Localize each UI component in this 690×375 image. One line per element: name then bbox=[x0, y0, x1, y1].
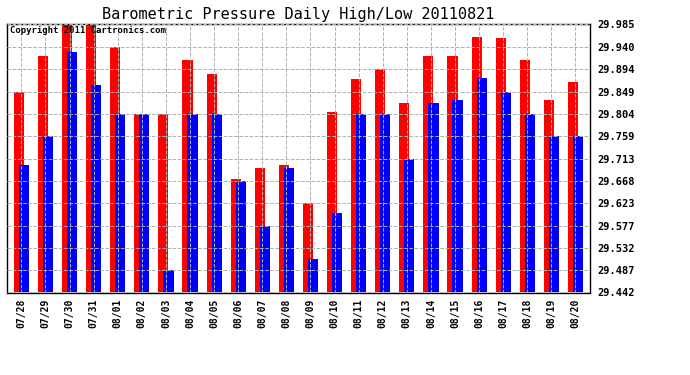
Bar bbox=[188, 114, 197, 292]
Bar bbox=[19, 165, 29, 292]
Bar bbox=[549, 136, 559, 292]
Bar bbox=[356, 114, 366, 292]
Bar bbox=[135, 114, 144, 292]
Bar bbox=[380, 114, 391, 292]
Bar bbox=[568, 82, 578, 292]
Bar bbox=[327, 112, 337, 292]
Bar bbox=[471, 37, 482, 292]
Bar bbox=[182, 60, 193, 292]
Title: Barometric Pressure Daily High/Low 20110821: Barometric Pressure Daily High/Low 20110… bbox=[102, 7, 495, 22]
Bar bbox=[284, 168, 294, 292]
Bar bbox=[501, 92, 511, 292]
Bar bbox=[525, 114, 535, 292]
Bar bbox=[14, 92, 24, 292]
Bar bbox=[400, 103, 409, 292]
Bar bbox=[308, 259, 318, 292]
Bar bbox=[453, 100, 462, 292]
Bar bbox=[544, 100, 554, 292]
Bar bbox=[404, 159, 415, 292]
Bar bbox=[86, 24, 96, 293]
Bar bbox=[164, 270, 173, 292]
Bar bbox=[279, 165, 289, 292]
Bar bbox=[424, 56, 433, 292]
Bar bbox=[495, 38, 506, 292]
Bar bbox=[303, 203, 313, 292]
Bar bbox=[236, 181, 246, 292]
Bar bbox=[212, 114, 221, 292]
Bar bbox=[428, 103, 439, 292]
Bar bbox=[255, 168, 265, 292]
Bar bbox=[375, 69, 385, 292]
Bar bbox=[62, 24, 72, 293]
Bar bbox=[206, 74, 217, 292]
Bar bbox=[520, 60, 530, 292]
Bar bbox=[38, 56, 48, 292]
Bar bbox=[477, 78, 486, 292]
Bar bbox=[43, 136, 53, 292]
Bar bbox=[573, 136, 583, 292]
Bar bbox=[259, 226, 270, 292]
Bar bbox=[332, 213, 342, 292]
Bar bbox=[115, 114, 126, 292]
Bar bbox=[351, 79, 361, 292]
Bar bbox=[110, 46, 120, 292]
Bar bbox=[447, 56, 457, 292]
Bar bbox=[230, 179, 241, 292]
Bar bbox=[158, 114, 168, 292]
Bar bbox=[139, 114, 150, 292]
Bar bbox=[67, 51, 77, 292]
Bar bbox=[91, 85, 101, 292]
Text: Copyright 2011 Cartronics.com: Copyright 2011 Cartronics.com bbox=[10, 26, 166, 35]
